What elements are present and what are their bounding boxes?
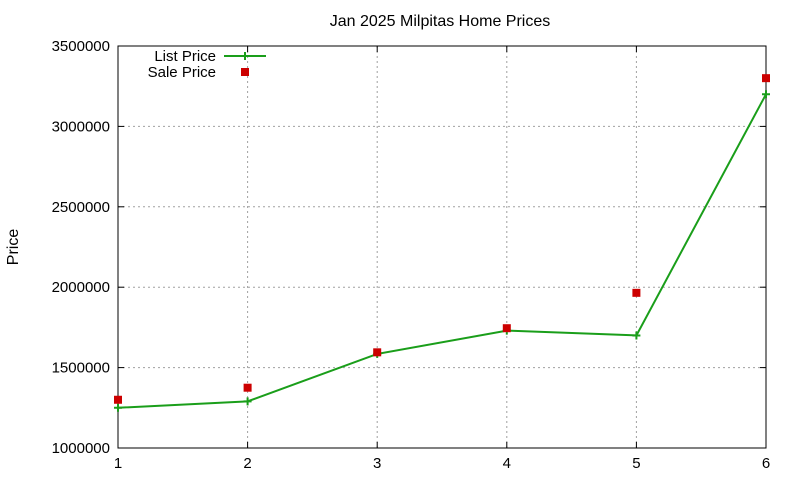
series [114, 74, 770, 412]
list-price-point [243, 397, 252, 406]
chart-title: Jan 2025 Milpitas Home Prices [330, 13, 551, 30]
y-axis-label: Price [5, 229, 22, 266]
y-tick-label: 2000000 [52, 279, 110, 296]
legend-label-list-price: List Price [154, 48, 216, 65]
y-tick-label: 2500000 [52, 199, 110, 216]
sale-price-point [502, 324, 511, 333]
list-price-point [762, 90, 770, 99]
y-tick-label: 1000000 [52, 440, 110, 457]
axis-ticks: 1000000 1500000 2000000 2500000 3000000 35000… [52, 38, 771, 472]
x-tick-label: 3 [373, 455, 381, 472]
legend-marker-sale-price [241, 68, 249, 76]
x-tick-label: 1 [114, 455, 122, 472]
grid [118, 46, 766, 448]
sale-price-point [243, 383, 252, 392]
y-tick-label: 3000000 [52, 118, 110, 135]
y-tick-label: 1500000 [52, 360, 110, 377]
sale-price-point [762, 74, 770, 83]
plot-frame [117, 45, 767, 449]
x-tick-label: 4 [503, 455, 511, 472]
legend-marker-list-price [241, 52, 249, 60]
sale-price-point [114, 395, 122, 404]
list-price-line [117, 93, 767, 409]
legend-label-sale-price: Sale Price [148, 64, 216, 81]
legend: List Price Sale Price [148, 48, 266, 81]
x-tick-label: 5 [632, 455, 640, 472]
list-price-point [114, 403, 122, 412]
sale-price-point [632, 288, 641, 297]
x-tick-label: 6 [762, 455, 770, 472]
x-tick-label: 2 [243, 455, 251, 472]
y-tick-label: 3500000 [52, 38, 110, 55]
list-price-point [632, 331, 641, 340]
sale-price-point [373, 348, 382, 357]
